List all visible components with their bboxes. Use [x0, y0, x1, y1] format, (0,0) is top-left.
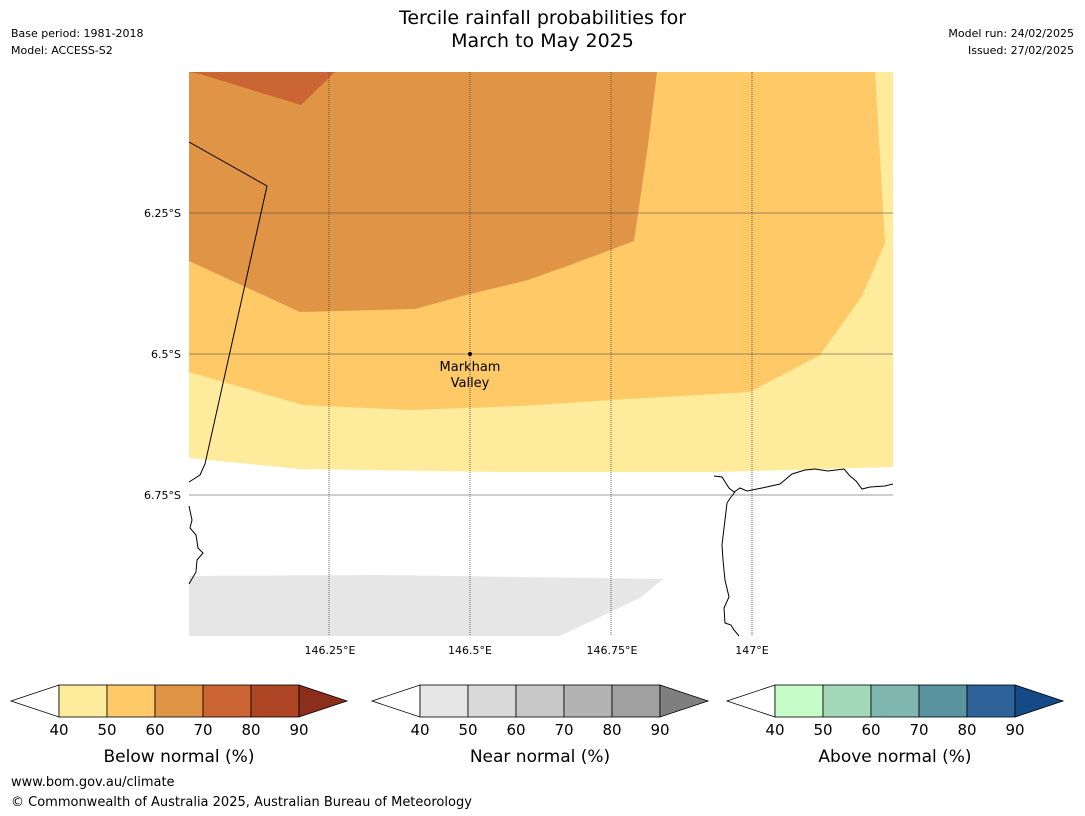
- legend-above-swatch-40-50: [774, 684, 824, 718]
- legend-below-tick-70: 70: [193, 721, 212, 739]
- legend-near-normal: 40 50 60 70 80 90 Near normal (%): [370, 684, 710, 767]
- legend-above-swatch-50-60: [822, 684, 872, 718]
- legend-near-tick-50: 50: [458, 721, 477, 739]
- zone-below-60-70: [189, 72, 657, 312]
- legend-near-tick-90: 90: [650, 721, 669, 739]
- legend-near-tick-60: 60: [506, 721, 525, 739]
- header-meta-right: Model run: 24/02/2025 Issued: 27/02/2025: [948, 25, 1074, 59]
- footer-url: www.bom.gov.au/climate: [11, 775, 175, 790]
- model-run-text: Model run: 24/02/2025: [948, 27, 1074, 40]
- legend-above-tick-50: 50: [813, 721, 832, 739]
- lat-label-6-5: 6.5°S: [151, 348, 181, 361]
- legend-above-tick-60: 60: [861, 721, 880, 739]
- legend-near-swatch-60-70: [515, 684, 565, 718]
- legend-below-swatch-40-50: [58, 684, 108, 718]
- base-period-text: Base period: 1981-2018: [11, 27, 144, 40]
- legend-below-tick-40: 40: [49, 721, 68, 739]
- legend-below-swatch-70-80: [202, 684, 252, 718]
- place-label-line-1: Markham: [440, 360, 501, 375]
- legend-near-tick-70: 70: [554, 721, 573, 739]
- lon-label-146-75: 146.75°E: [587, 644, 638, 657]
- page-title: Tercile rainfall probabilities for March…: [0, 7, 1085, 53]
- title-line-2: March to May 2025: [451, 30, 634, 52]
- graticule: [189, 72, 893, 636]
- legend-above-high-extension: [1014, 684, 1065, 718]
- lon-label-147: 147°E: [735, 644, 768, 657]
- legend-near-title: Near normal (%): [470, 747, 610, 767]
- legend-below-low-extension: [9, 684, 60, 718]
- legend-near-high-extension: [659, 684, 710, 718]
- legend-below-swatch-60-70: [154, 684, 204, 718]
- legend-above-normal: 40 50 60 70 80 90 Above normal (%): [725, 684, 1065, 767]
- lon-label-146-25: 146.25°E: [305, 644, 356, 657]
- legend-above-low-extension: [725, 684, 776, 718]
- legend-above-swatch-60-70: [870, 684, 920, 718]
- legend-near-swatch-70-80: [563, 684, 613, 718]
- issued-text: Issued: 27/02/2025: [967, 44, 1074, 57]
- lat-label-6-75: 6.75°S: [144, 489, 181, 502]
- coastline: [188, 141, 894, 637]
- legend-below-high-extension: [298, 684, 349, 718]
- legend-near-swatch-40-50: [419, 684, 469, 718]
- legend-near-tick-80: 80: [602, 721, 621, 739]
- legend-below-tick-90: 90: [289, 721, 308, 739]
- legend-above-tick-40: 40: [765, 721, 784, 739]
- header-meta-left: Base period: 1981-2018 Model: ACCESS-S2: [11, 25, 143, 59]
- legend-below-title: Below normal (%): [104, 747, 255, 767]
- legend-above-title: Above normal (%): [818, 747, 971, 767]
- lon-label-146-5: 146.5°E: [448, 644, 492, 657]
- legend-near-tick-40: 40: [410, 721, 429, 739]
- zone-near-40-50: [189, 575, 663, 636]
- lat-label-6-25: 6.25°S: [144, 207, 181, 220]
- zone-below-70-80: [189, 72, 335, 105]
- legend-below-swatch-50-60: [106, 684, 156, 718]
- legend-near-low-extension: [370, 684, 421, 718]
- legend-above-tick-90: 90: [1005, 721, 1024, 739]
- legend-below-swatch-80-90: [250, 684, 300, 718]
- model-text: Model: ACCESS-S2: [11, 44, 113, 57]
- probability-shading: [189, 72, 893, 636]
- legend-below-tick-60: 60: [145, 721, 164, 739]
- place-marker-markham-valley: [468, 352, 472, 356]
- title-line-1: Tercile rainfall probabilities for: [398, 7, 687, 29]
- legend-above-tick-80: 80: [957, 721, 976, 739]
- legend-below-tick-80: 80: [241, 721, 260, 739]
- legend-above-tick-70: 70: [909, 721, 928, 739]
- legend-above-swatch-80-90: [966, 684, 1016, 718]
- footer-copyright: © Commonwealth of Australia 2025, Austra…: [11, 795, 472, 810]
- legend-below-normal: 40 50 60 70 80 90 Below normal (%): [9, 684, 349, 767]
- legend-above-swatch-70-80: [918, 684, 968, 718]
- place-label-line-2: Valley: [451, 376, 490, 391]
- legend-near-swatch-80-90: [611, 684, 661, 718]
- legend-near-swatch-50-60: [467, 684, 517, 718]
- legend-below-tick-50: 50: [97, 721, 116, 739]
